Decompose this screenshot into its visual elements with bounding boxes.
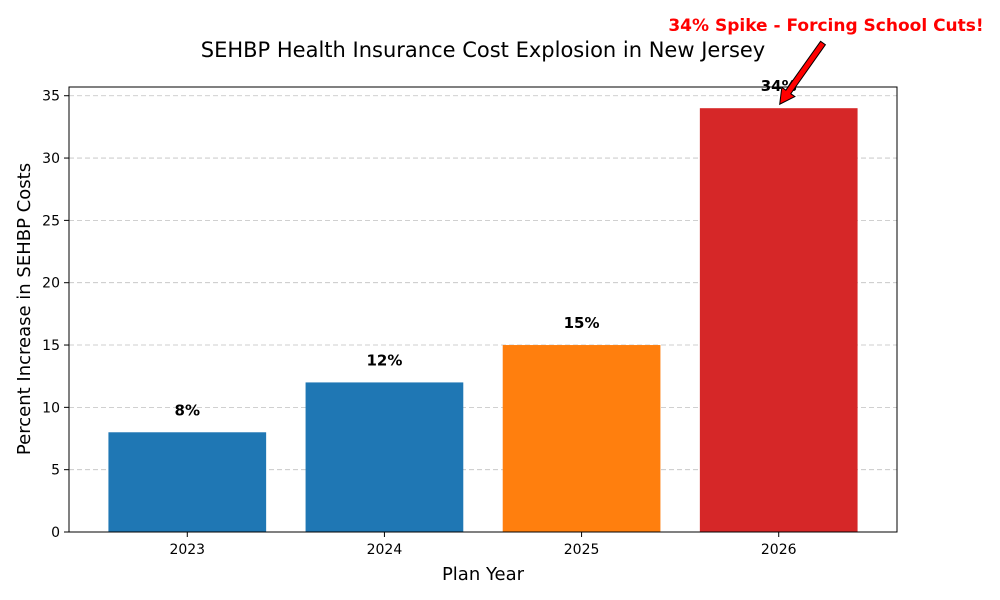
bar-2024 [305,382,464,532]
y-tick-label: 15 [42,338,60,354]
x-axis-label: Plan Year [442,564,525,585]
y-tick-label: 0 [51,525,60,541]
chart-title: SEHBP Health Insurance Cost Explosion in… [201,38,766,62]
annotation-group: 34% Spike - Forcing School Cuts! [668,16,984,106]
x-tick-label: 2023 [169,542,205,558]
data-label: 15% [564,314,600,332]
data-label: 12% [366,351,402,369]
plot-frame [68,86,898,533]
bar-2025 [502,345,661,532]
data-label: 8% [175,401,200,419]
bar-2026 [699,108,858,532]
y-tick-label: 30 [42,151,60,167]
bars-group [108,108,858,532]
y-tick-label: 25 [42,213,60,229]
y-tick-label: 35 [42,89,60,105]
bar-2023 [108,432,267,532]
y-axis-ticks: 0 5 10 15 20 25 30 35 [42,89,69,541]
y-tick-label: 10 [42,400,60,416]
x-tick-label: 2024 [367,542,403,558]
x-tick-label: 2025 [564,542,600,558]
annotation-text: 34% Spike - Forcing School Cuts! [668,16,983,36]
annotation-arrow [779,40,827,106]
y-tick-label: 5 [51,463,60,479]
y-tick-label: 20 [42,276,60,292]
y-axis-label: Percent Increase in SEHBP Costs [14,163,35,455]
x-axis-ticks: 2023 2024 2025 2026 [169,532,797,558]
x-tick-label: 2026 [761,542,797,558]
